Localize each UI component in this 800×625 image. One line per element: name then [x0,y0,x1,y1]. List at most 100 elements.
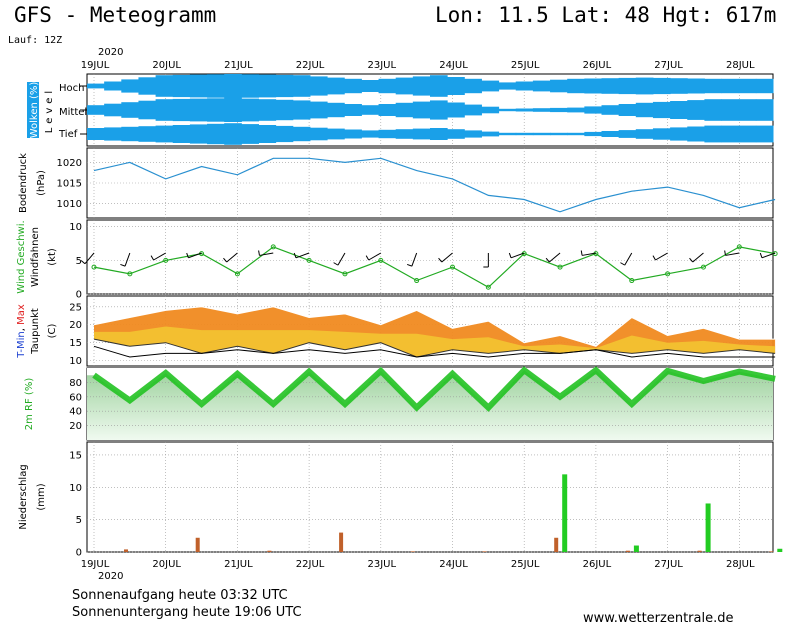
cloud-cell [704,78,723,94]
wind-barb [549,252,561,263]
cloud-cell [309,127,328,141]
date-label-top: 25JUL [511,60,540,71]
cloud-cell [258,125,277,143]
cloud-cell [584,106,602,114]
precip-bar-convective [554,537,559,552]
wind-barb-flag [406,263,413,267]
cloud-cell [635,129,654,139]
cloud-cell [464,130,482,138]
wind-barb-flag [508,252,512,258]
cloud-cell [515,132,534,136]
cloud-cell [104,103,122,117]
wind-barb-flag [293,252,297,258]
precip-bar-convective [267,550,272,552]
wind-barb [226,252,238,263]
cloud-cell [687,78,705,94]
precip-tick-label: 5 [76,515,82,526]
cloud-cell [755,99,774,121]
wind-barb [441,252,453,263]
cloud-cell [550,79,568,93]
cloud-cell [104,127,122,141]
precip-tick-label: 15 [69,450,82,461]
cloud-cell [567,132,585,136]
tmin-line [93,338,776,358]
cloud-cell [172,125,191,143]
cloud-cell [430,128,448,140]
wind-barb [510,252,525,259]
precip-unit: (mm) [36,483,47,510]
precip-bar-convective [124,549,128,552]
cloud-cell [704,125,723,143]
wind-barb-flag [580,250,583,256]
cloud-cell [738,99,757,121]
date-label-top: 22JUL [296,60,325,71]
cloud-cell [155,125,174,143]
cloud-cell [618,77,637,95]
cloud-cell [309,101,328,119]
humidity-tick-label: 60 [69,392,82,403]
cloud-cell [550,107,568,113]
site-link[interactable]: www.wetterzentrale.de [583,611,733,625]
precip-bar-convective [697,550,702,552]
pressure-tick-label: 1015 [57,179,82,190]
wind-barb [368,252,382,261]
wind-speed-line [93,246,776,289]
wind-speed-point [91,264,97,270]
cloud-cell [241,98,259,122]
date-label-bottom: 27JUL [654,559,683,570]
cloud-cover-panel [80,74,774,145]
cloud-cell [378,104,397,116]
model-run: Lauf: 12Z [8,35,62,46]
wind-speed-point [306,257,312,263]
cloud-cell [344,78,362,94]
cloud-cell [309,76,328,96]
level-middle: Mittel [59,107,87,118]
wind-speed-point [557,264,563,270]
cloud-cell [704,99,723,121]
cloud-cell [241,124,259,144]
level-low: Tief [58,129,78,140]
wind-barb-flag [724,250,727,256]
pressure-panel: 1010 1015 1020 [57,157,776,213]
cloud-cell [618,104,637,116]
cloud-cell [755,125,774,143]
cloud-cell [721,99,740,121]
cloud-cell [224,74,242,98]
wind-barb-flag [759,252,763,258]
cloud-cell [481,131,500,137]
wind-barb-flag [80,260,86,265]
pressure-label: Bodendruck [18,153,29,213]
cloud-cell [498,108,517,112]
cloud-cell [567,107,585,113]
wind-speed-point [736,244,742,250]
year-label-top: 2020 [98,47,123,58]
precip-bar-large-scale [562,474,568,552]
cloud-cell [601,131,620,137]
cloud-cell [430,100,448,120]
date-label-top: 19JUL [81,60,110,71]
humidity-tick-label: 80 [69,378,82,389]
cloud-cell [532,108,551,112]
wind-barb-flag [689,257,694,263]
wind-barb-flag [186,252,189,258]
date-label-bottom: 28JUL [726,559,755,570]
humidity-line [92,366,776,412]
cloud-cell [601,78,620,94]
location-info: Lon: 11.5 Lat: 48 Hgt: 617m [435,3,776,27]
cloud-cell [292,100,311,120]
cloud-cell [447,102,465,118]
temp-unit: (C) [47,324,58,339]
cloud-cell [121,79,139,93]
dewpoint-label: Taupunkt [30,308,41,355]
chart-title: GFS - Meteogramm [14,3,216,27]
date-label-bottom: 21JUL [224,559,253,570]
wind-tick-label: 0 [76,290,82,301]
cloud-cell [275,125,294,143]
cloud-cell [515,81,534,91]
wind-speed-point [342,271,348,277]
wind-barb [84,252,95,265]
wind-barb [692,252,704,263]
date-label-top: 24JUL [439,60,468,71]
cloud-cell [652,77,671,95]
wind-barb-flag [120,263,126,267]
